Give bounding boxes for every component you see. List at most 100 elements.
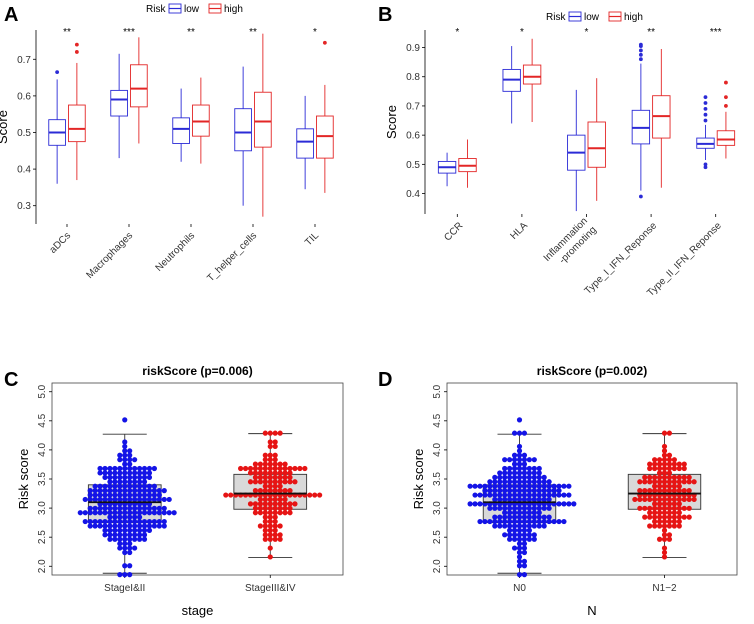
swarm-point (277, 465, 283, 472)
swarm-point (77, 510, 83, 516)
swarm-point (117, 541, 123, 547)
swarm-point (656, 488, 663, 494)
swarm-point (516, 465, 523, 472)
swarm-point (487, 479, 493, 485)
y-tick-label: 0.4 (17, 165, 31, 176)
swarm-point (136, 492, 143, 498)
swarm-point (127, 541, 133, 547)
swarm-point (117, 505, 123, 511)
swarm-point (146, 518, 153, 525)
swarm-point (97, 496, 103, 503)
swarm-point (267, 483, 273, 489)
swarm-point (637, 496, 643, 503)
swarm-point (277, 536, 283, 542)
swarm-point (676, 505, 682, 511)
x-axis-label: stage (182, 603, 214, 618)
y-tick-label: 3.0 (432, 501, 443, 515)
swarm-point (92, 523, 98, 529)
swarm-point (656, 536, 663, 542)
swarm-point (671, 474, 677, 480)
swarm-point (87, 505, 93, 511)
swarm-point (541, 488, 547, 494)
swarm-point (117, 536, 123, 542)
swarm-point (656, 479, 663, 485)
swarm-point (477, 492, 483, 498)
swarm-point (122, 523, 128, 529)
swarm-point (107, 518, 113, 525)
swarm-point (141, 523, 148, 529)
swarm-point (97, 510, 103, 516)
swarm-point (521, 430, 528, 436)
swarm-point (262, 452, 268, 458)
legend-label-low: low (184, 4, 200, 15)
swarm-point (666, 514, 673, 520)
panel-b: B 0.4 0.5 0.6 0.7 0.8 0.9 Score Risk low high * CCR… (378, 4, 736, 299)
swarm-point (146, 470, 153, 476)
swarm-point (151, 523, 157, 529)
swarm-point (632, 496, 638, 503)
swarm-point (107, 505, 113, 511)
swarm-point (637, 479, 643, 485)
swarm-point (536, 492, 542, 498)
swarm-point (546, 514, 552, 520)
swarm-point (122, 505, 128, 511)
significance-marker: ** (187, 27, 195, 38)
y-tick-label: 5.0 (432, 384, 443, 398)
swarm-point (531, 474, 537, 480)
swarm-point (122, 514, 128, 520)
swarm-point (97, 483, 103, 489)
swarm-point (141, 532, 148, 538)
swarm-point (482, 518, 488, 525)
swarm-point (136, 523, 143, 529)
swarm-point (516, 492, 523, 498)
swarm-point (526, 470, 532, 476)
swarm-point (686, 479, 692, 485)
swarm-point (666, 430, 673, 436)
swarm-point (472, 501, 478, 507)
y-tick-label: 0.3 (17, 201, 31, 212)
swarm-point (287, 465, 293, 472)
swarm-point (102, 470, 108, 476)
swarm-point (521, 488, 528, 494)
swarm-point (262, 514, 268, 520)
swarm-point (272, 523, 278, 529)
y-tick-label: 4.5 (37, 413, 48, 427)
swarm-point (482, 492, 488, 498)
swarm-point (117, 479, 123, 485)
swarm-point (556, 501, 562, 507)
swarm-point (477, 483, 483, 489)
swarm-point (102, 518, 108, 525)
swarm-point (511, 452, 518, 458)
swarm-point (647, 523, 653, 529)
swarm-point (127, 496, 133, 503)
swarm-point (661, 545, 668, 551)
swarm-point (127, 545, 133, 551)
swarm-point (127, 563, 133, 569)
swarm-point (112, 483, 118, 489)
swarm-point (521, 461, 528, 467)
swarm-point (252, 505, 259, 511)
swarm-point (156, 496, 162, 503)
swarm-point (132, 518, 138, 525)
swarm-point (656, 518, 663, 525)
swarm-point (156, 492, 162, 498)
swarm-point (117, 572, 123, 578)
swarm-point (671, 523, 677, 529)
swarm-point (671, 510, 677, 516)
swarm-point (511, 514, 518, 520)
swarm-point (117, 483, 123, 489)
swarm-point (112, 492, 118, 498)
swarm-point (117, 474, 123, 480)
swarm-point (561, 483, 567, 489)
swarm-point (647, 465, 653, 472)
swarm-point (507, 505, 513, 511)
swarm-point (117, 532, 123, 538)
swarm-point (151, 465, 157, 472)
swarm-point (287, 474, 293, 480)
swarm-point (656, 465, 663, 472)
swarm-point (666, 518, 673, 525)
swarm-point (666, 452, 673, 458)
swarm-point (122, 439, 128, 445)
swarm-point (511, 457, 518, 463)
swarm-point (492, 483, 498, 489)
